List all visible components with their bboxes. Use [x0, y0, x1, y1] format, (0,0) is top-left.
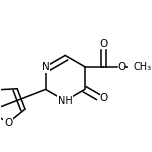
Text: O: O	[99, 39, 107, 49]
Text: N: N	[42, 62, 50, 72]
Text: O: O	[4, 118, 12, 128]
Text: NH: NH	[58, 96, 73, 106]
Text: CH₃: CH₃	[134, 62, 152, 72]
Text: O: O	[100, 93, 108, 103]
Text: O: O	[118, 62, 126, 72]
